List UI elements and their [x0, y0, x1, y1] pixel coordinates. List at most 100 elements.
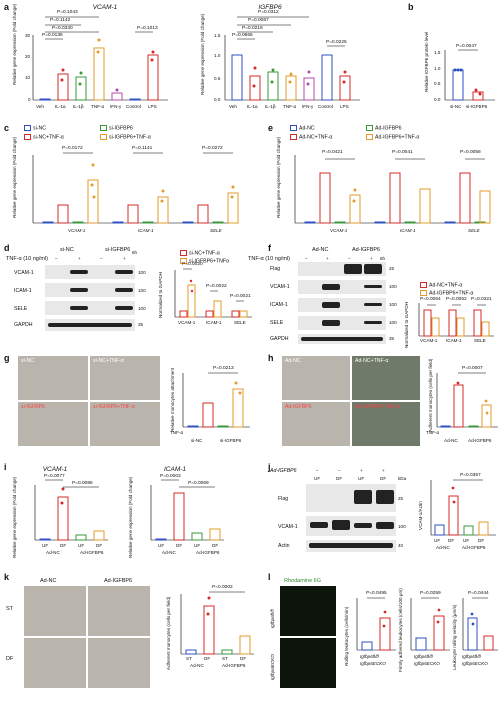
panel-k-image-adnc-st [24, 586, 86, 636]
panel-k-image-adigfbp6-st [88, 586, 150, 636]
panel-e-sig-0: P=0.0421 [322, 150, 343, 155]
panel-f-blot-gapdh [298, 334, 386, 344]
panel-l-plot-1-sig: P=0.0259 [420, 591, 441, 596]
panel-a-right-chart [224, 16, 360, 101]
panel-b-label: b [408, 2, 414, 12]
panel-g-image-label-1: si-NC+TNF-α [93, 358, 124, 364]
panel-h-image-label-1: Ad-NC+TNF-α [355, 358, 389, 364]
panel-a-right-xcat-5: Control [318, 104, 333, 109]
panel-e-label: e [268, 123, 274, 133]
panel-i-left-title: VCAM-1 [42, 466, 68, 473]
panel-f-blot-icam1 [298, 298, 386, 312]
panel-e-xcat-0: VCAM-1 [330, 228, 348, 233]
panel-a-right-xcat-4: IFN-γ [302, 104, 314, 109]
panel-j-xcat-1: DF [448, 538, 455, 543]
panel-j-blot-actin [306, 540, 396, 552]
panel-f-xcat-2: SELE [474, 338, 486, 343]
panel-h-group-1: Ad-IGFBP6 [468, 438, 492, 443]
panel-d-lane-1: + [78, 256, 81, 261]
panel-d-blot-sele [45, 301, 135, 315]
panel-l-plot-2 [462, 597, 498, 651]
panel-b-chart [444, 49, 495, 101]
panel-l-image-wt [280, 586, 336, 636]
panel-i-right-group-0: Ad-NC [162, 550, 176, 555]
panel-i-ylabel-left: Relative gene expression (Fold change) [12, 476, 17, 558]
panel-f-blot-sele [298, 316, 386, 330]
panel-k-group-1: Ad-IGFBP6 [222, 663, 246, 668]
panel-a-left-ytick-0: 0 [28, 97, 31, 102]
panel-a-left-ytick-2: 20 [25, 54, 31, 59]
panel-d-kda-0: 100 [138, 270, 146, 275]
panel-e-sig-2: P=0.0058 [460, 150, 481, 155]
panel-i-left-xcat-1: DF [60, 543, 67, 548]
panel-l-plot-0-ylabel: Rolling leukocytes (cells/min) [344, 606, 349, 666]
panel-d-xcat-1: ICAM-1 [206, 320, 222, 325]
panel-f-group-1: Ad-IGFBP6 [352, 247, 381, 253]
panel-b-ytick-3: 1.5 [434, 50, 441, 55]
panel-a-right-xcat-2: IL-1β [265, 104, 276, 109]
panel-j-ylabel: VCAM-1/Actin [418, 501, 423, 530]
panel-e-chart [294, 155, 491, 224]
panel-f-lane-2: – [348, 256, 351, 261]
panel-c-ylabel: Relative gene expression (Fold change) [12, 136, 17, 218]
panel-k-label: k [4, 572, 10, 582]
panel-i-left-group-1: Ad-IGFBP6 [80, 550, 104, 555]
panel-j-row-0: Flag [278, 496, 289, 502]
panel-f-legend-0: Ad-NC+TNF-α [420, 282, 462, 288]
panel-c-legend-1: si-NC+TNF-α [24, 134, 64, 140]
panel-a-right-ytick-3: 1.5 [214, 33, 221, 38]
panel-j-kda-1: 100 [398, 524, 406, 529]
panel-h-image-label-3: Ad-IGFBP6+TNF-α [355, 404, 400, 410]
panel-j-lane-1: DF [336, 476, 343, 481]
panel-a-left-ytick-1: 10 [25, 75, 31, 80]
panel-i-label: i [4, 462, 7, 472]
panel-a-right-ytick-2: 1.0 [214, 53, 221, 58]
panel-j-lanesign-2: + [360, 468, 363, 473]
panel-i-right-chart [150, 479, 224, 541]
panel-f-legend-1: Ad-IGFBP6+TNF-α [420, 290, 473, 296]
panel-a-left-xcat-3: TNF-α [91, 104, 105, 109]
panel-h-image-label-2: Ad-IGFBP6 [285, 404, 312, 410]
panel-g-image-sinc-tnf [90, 356, 160, 400]
panel-d-label: d [4, 243, 10, 253]
panel-j-blot-vcam1 [306, 516, 396, 536]
panel-e-legend-2: Ad-IGFBP6 [366, 125, 402, 131]
panel-d-sig-1: P=0.0022 [206, 284, 227, 289]
panel-h-image-label-0: Ad-NC [285, 358, 301, 364]
panel-a-left-sig-5: P=0.1013 [137, 26, 158, 31]
panel-j-lane-2: UF [358, 476, 365, 481]
panel-l-xcat-0-c: Igfbp6fl/fl [462, 654, 481, 659]
panel-a-left-chart [32, 16, 168, 101]
panel-l-plot-0 [356, 597, 396, 651]
panel-d-xcat-2: SELE [234, 320, 246, 325]
panel-f-ylabel: Normalized to GAPDH [404, 302, 409, 348]
panel-i-right-sig-1: P=0.0069 [188, 481, 209, 486]
panel-f-treatment: TNF-α (10 ng/ml) [248, 256, 290, 262]
panel-b-ylabel: Relative IGFBP6 protein level [424, 31, 429, 92]
panel-i-left-xcat-0: UF [42, 543, 49, 548]
panel-d-row-0: VCAM-1 [14, 270, 34, 276]
panel-i-left-xcat-2: UF [78, 543, 85, 548]
panel-g-image-label-2: si-IGFBP6 [21, 404, 45, 410]
panel-a-label: a [4, 2, 10, 12]
panel-j-sig: P=0.0357 [460, 473, 481, 478]
panel-h-label: h [268, 353, 274, 363]
panel-d-row-3: GAPDH [14, 322, 33, 328]
panel-f-lane-3: + [370, 256, 373, 261]
panel-f-row-2: ICAM-1 [270, 302, 288, 308]
panel-f-row-3: SELE [270, 320, 284, 326]
panel-d-group-0: si-NC [60, 247, 74, 253]
panel-h-sig: P=0.0007 [462, 366, 483, 371]
panel-d-kda-1: 100 [138, 288, 146, 293]
panel-f-kda-3: 100 [389, 320, 397, 325]
panel-c-xcat-0: VCAM-1 [68, 228, 86, 233]
panel-b-ytick-0: 0.0 [434, 97, 441, 102]
panel-d-treatment: TNF-α (10 ng/ml) [6, 256, 48, 262]
panel-d-chart [174, 268, 252, 318]
panel-a-right-ylabel: Relative gene expression (Fold change) [200, 13, 205, 95]
panel-a-left-sig-3: P=0.0340 [52, 26, 73, 31]
panel-h-image-adigfbp6-tnf [352, 402, 420, 446]
panel-h-image-adnc [282, 356, 350, 400]
panel-a-right-xcat-6: LPS [340, 104, 349, 109]
panel-e-legend-3: Ad-IGFBP6+TNF-α [366, 134, 419, 140]
